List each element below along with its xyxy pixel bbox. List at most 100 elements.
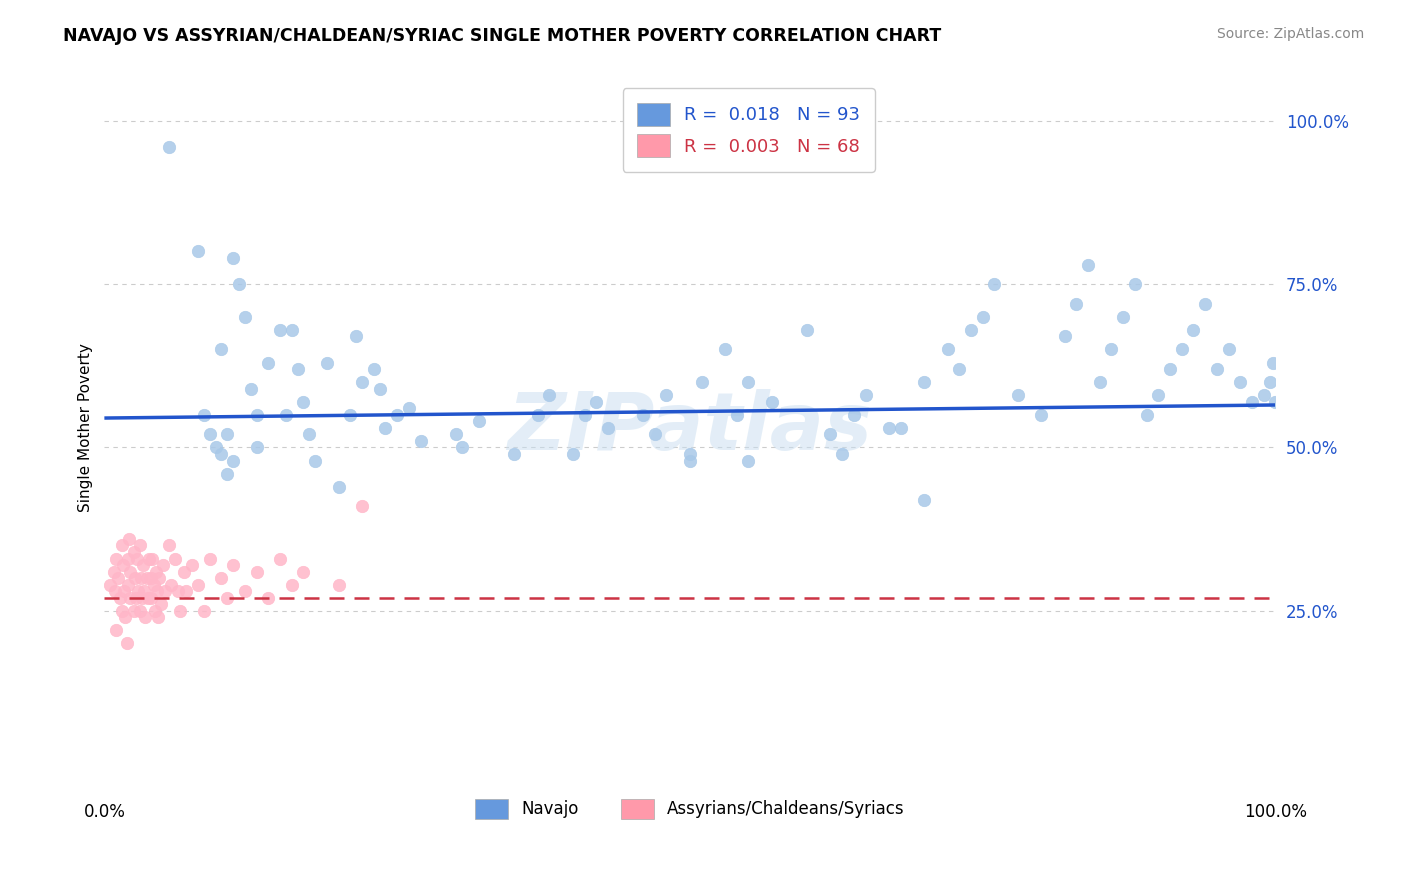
Point bbox=[141, 571, 163, 585]
Point bbox=[269, 323, 291, 337]
Point bbox=[363, 362, 385, 376]
Point bbox=[1088, 375, 1111, 389]
Point bbox=[141, 551, 163, 566]
Point bbox=[596, 421, 619, 435]
Point bbox=[450, 441, 472, 455]
Point bbox=[134, 610, 156, 624]
Point bbox=[912, 375, 935, 389]
Point bbox=[222, 558, 245, 572]
Point bbox=[167, 584, 190, 599]
Point bbox=[128, 538, 150, 552]
Point bbox=[1229, 375, 1251, 389]
Point bbox=[679, 453, 702, 467]
Point bbox=[1261, 355, 1284, 369]
Point bbox=[118, 532, 141, 546]
Point bbox=[193, 604, 215, 618]
Point bbox=[128, 604, 150, 618]
Point bbox=[105, 551, 128, 566]
Point bbox=[1258, 375, 1281, 389]
Point bbox=[890, 421, 912, 435]
Point bbox=[149, 597, 172, 611]
Point bbox=[127, 551, 149, 566]
Point bbox=[246, 441, 269, 455]
Legend: Navajo, Assyrians/Chaldeans/Syriacs: Navajo, Assyrians/Chaldeans/Syriacs bbox=[468, 792, 911, 826]
Point bbox=[287, 362, 309, 376]
Point bbox=[157, 538, 180, 552]
Point bbox=[104, 584, 127, 599]
Point bbox=[120, 591, 142, 605]
Point bbox=[737, 453, 759, 467]
Point bbox=[936, 343, 959, 357]
Point bbox=[222, 453, 245, 467]
Point bbox=[136, 591, 159, 605]
Point bbox=[141, 591, 163, 605]
Point bbox=[1077, 258, 1099, 272]
Point bbox=[131, 591, 153, 605]
Point bbox=[108, 591, 131, 605]
Point bbox=[298, 427, 321, 442]
Point bbox=[398, 401, 420, 416]
Point bbox=[181, 558, 204, 572]
Point bbox=[124, 571, 146, 585]
Point bbox=[211, 571, 233, 585]
Point bbox=[292, 565, 315, 579]
Point bbox=[115, 636, 138, 650]
Point bbox=[831, 447, 853, 461]
Point bbox=[269, 551, 291, 566]
Point bbox=[315, 355, 337, 369]
Point bbox=[725, 408, 748, 422]
Point bbox=[912, 492, 935, 507]
Point bbox=[111, 604, 134, 618]
Point bbox=[193, 408, 215, 422]
Point bbox=[198, 551, 221, 566]
Point bbox=[444, 427, 467, 442]
Point bbox=[526, 408, 548, 422]
Point bbox=[1264, 394, 1286, 409]
Point bbox=[135, 571, 157, 585]
Point bbox=[120, 565, 142, 579]
Point bbox=[1170, 343, 1192, 357]
Point bbox=[538, 388, 561, 402]
Point bbox=[211, 343, 233, 357]
Point bbox=[246, 408, 269, 422]
Point bbox=[114, 610, 136, 624]
Point bbox=[1147, 388, 1170, 402]
Point bbox=[217, 427, 239, 442]
Point bbox=[644, 427, 666, 442]
Point bbox=[187, 244, 209, 259]
Point bbox=[117, 551, 139, 566]
Text: NAVAJO VS ASSYRIAN/CHALDEAN/SYRIAC SINGLE MOTHER POVERTY CORRELATION CHART: NAVAJO VS ASSYRIAN/CHALDEAN/SYRIAC SINGL… bbox=[63, 27, 942, 45]
Point bbox=[132, 558, 155, 572]
Point bbox=[233, 310, 256, 324]
Point bbox=[655, 388, 678, 402]
Point bbox=[204, 441, 226, 455]
Point bbox=[122, 604, 145, 618]
Point bbox=[820, 427, 842, 442]
Point bbox=[468, 414, 491, 428]
Point bbox=[350, 375, 373, 389]
Point bbox=[280, 323, 302, 337]
Point bbox=[105, 624, 128, 638]
Point bbox=[1205, 362, 1227, 376]
Point bbox=[585, 394, 607, 409]
Point bbox=[574, 408, 596, 422]
Point bbox=[148, 610, 170, 624]
Point bbox=[1066, 296, 1088, 310]
Point bbox=[157, 140, 180, 154]
Point bbox=[1253, 388, 1275, 402]
Point bbox=[146, 584, 169, 599]
Point bbox=[1007, 388, 1029, 402]
Point bbox=[228, 277, 250, 292]
Point bbox=[1240, 394, 1263, 409]
Point bbox=[163, 551, 186, 566]
Point bbox=[160, 577, 183, 591]
Point bbox=[176, 584, 198, 599]
Point bbox=[561, 447, 583, 461]
Point bbox=[117, 577, 139, 591]
Point bbox=[292, 394, 315, 409]
Point bbox=[187, 577, 209, 591]
Point bbox=[855, 388, 877, 402]
Point bbox=[877, 421, 900, 435]
Point bbox=[257, 591, 280, 605]
Point bbox=[385, 408, 408, 422]
